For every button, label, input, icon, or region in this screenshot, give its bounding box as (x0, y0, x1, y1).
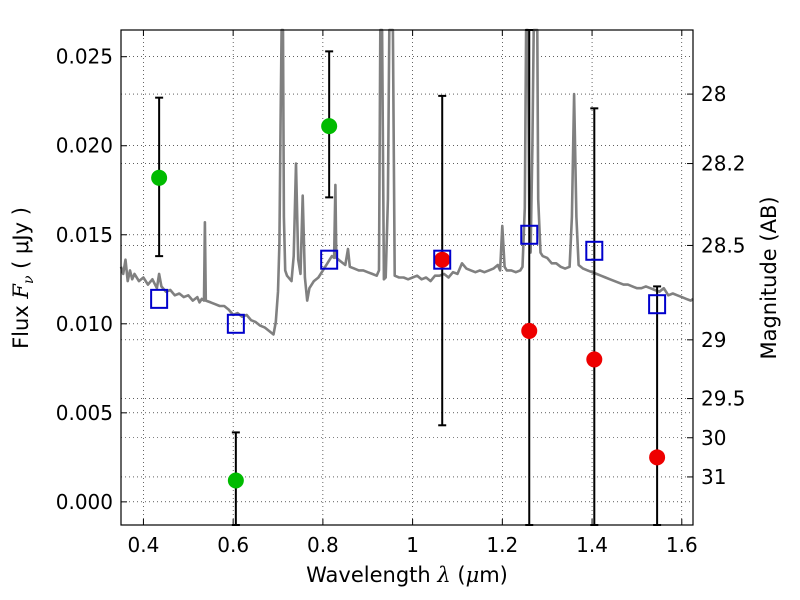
data-point (586, 351, 603, 368)
model-point (648, 294, 667, 315)
data-markers (150, 118, 667, 489)
y2-tick-label: 29 (701, 328, 726, 352)
grid-lines (121, 30, 693, 525)
y2-tick-label: 30 (701, 426, 726, 450)
y-tick-label: 0.000 (56, 490, 113, 514)
y2-tick-label: 28 (701, 82, 726, 106)
y-axis-title: Flux Fν ( μJy ) (9, 207, 37, 349)
model-point (226, 313, 245, 334)
x-axis-title: Wavelength λ (μm) (306, 563, 508, 587)
y2-axis-title: Magnitude (AB) (757, 196, 781, 359)
x-tick-label: 0.4 (128, 533, 160, 557)
data-point (321, 118, 338, 135)
y2-tick-label: 29.5 (701, 387, 746, 411)
data-point (227, 472, 244, 489)
data-point (434, 251, 451, 268)
y2-tick-label: 28.5 (701, 233, 746, 257)
model-point (520, 224, 539, 245)
model-point (585, 240, 604, 261)
x-tick-label: 1.2 (486, 533, 518, 557)
axis-ticks (121, 30, 693, 525)
y-tick-labels: 0.000 0.005 0.010 0.015 0.020 0.025 (56, 45, 113, 514)
x-tick-label: 0.6 (217, 533, 249, 557)
plot-frame (120, 29, 694, 526)
x-tick-label: 1 (406, 533, 419, 557)
y-tick-label: 0.005 (56, 401, 113, 425)
y2-tick-label: 28.2 (701, 152, 746, 176)
y-tick-label: 0.015 (56, 223, 113, 247)
y-tick-label: 0.020 (56, 134, 113, 158)
y-tick-label: 0.010 (56, 312, 113, 336)
model-spectrum (119, 28, 694, 336)
model-point (150, 288, 169, 309)
x-tick-label: 0.8 (307, 533, 339, 557)
y-tick-label: 0.025 (56, 45, 113, 69)
model-point (320, 249, 339, 270)
y2-tick-labels: 28 28.2 28.5 29 29.5 30 31 (701, 82, 746, 489)
y2-tick-label: 31 (701, 465, 726, 489)
data-point (649, 449, 666, 466)
x-tick-labels: 0.4 0.6 0.8 1 1.2 1.4 1.6 (128, 533, 698, 557)
data-point (151, 169, 168, 186)
x-tick-label: 1.6 (666, 533, 698, 557)
x-tick-label: 1.4 (576, 533, 608, 557)
spectrum-line (119, 28, 694, 336)
model-point (433, 249, 452, 270)
data-point (521, 322, 538, 339)
